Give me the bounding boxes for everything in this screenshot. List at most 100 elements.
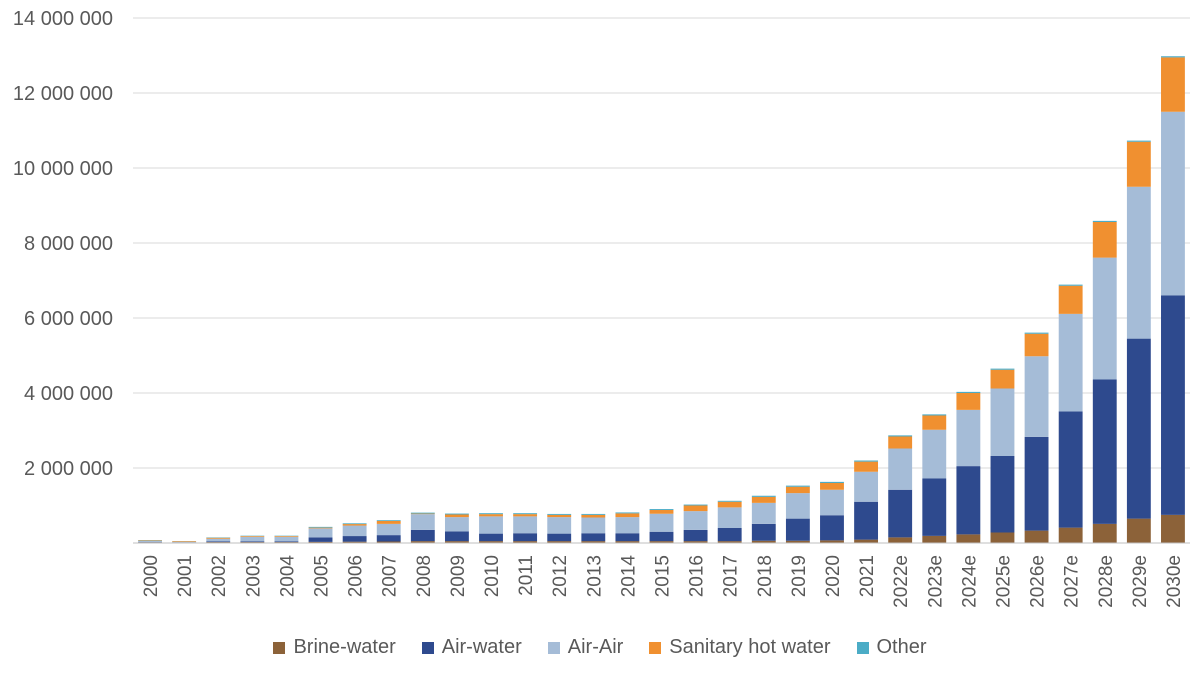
legend-item: Other [856, 636, 927, 659]
bar-segment [990, 388, 1015, 456]
x-tick-label: 2006 [346, 555, 367, 597]
bar-segment [751, 540, 776, 543]
bar-segment [956, 409, 981, 467]
bar-segment [410, 514, 435, 530]
y-tick-label: 12 000 000 [13, 83, 113, 105]
bar-segment [683, 504, 708, 506]
bar-segment [308, 541, 333, 543]
legend-swatch [649, 641, 662, 654]
bar-segment [820, 540, 844, 543]
bar-segment [342, 536, 367, 542]
legend-swatch [856, 641, 869, 654]
bar-segment [1161, 514, 1185, 543]
bar-segment [138, 540, 162, 543]
bar-segment [376, 541, 401, 543]
bar-segment [820, 483, 844, 490]
x-tick-label: 2012 [550, 555, 571, 597]
legend-label: Other [876, 636, 927, 658]
bar-segment [751, 496, 776, 503]
x-tick-label: 2028e [1096, 555, 1117, 608]
bar-segment [717, 528, 742, 542]
bar-segment [1161, 295, 1185, 515]
bar-segment [308, 528, 333, 538]
legend-label: Sanitary hot water [669, 636, 831, 658]
bar-segment [820, 489, 844, 516]
x-tick-label: 2019 [789, 555, 810, 597]
bar-segment [547, 513, 572, 515]
bar-segment [649, 541, 674, 543]
legend-item: Air-water [421, 636, 522, 659]
bar-segment [785, 540, 810, 543]
legend-label: Air-Air [567, 636, 624, 658]
bar-segment [615, 541, 640, 543]
bar-segment [479, 513, 503, 515]
bar-segment [308, 527, 333, 529]
x-tick-label: 2026e [1028, 555, 1049, 608]
bar-segment [1058, 284, 1083, 286]
x-tick-label: 2024e [959, 555, 980, 608]
y-axis-tick-labels: 2 000 000 4 000 000 6 000 000 8 000 000 10 0… [13, 8, 113, 480]
legend-item: Sanitary hot water [649, 636, 831, 659]
bar-segment [683, 511, 708, 530]
bar-segment [854, 460, 879, 462]
bar-segment [479, 514, 503, 517]
bar-segment [649, 510, 674, 514]
bar-segment [172, 541, 197, 542]
bar-segment [342, 525, 367, 537]
y-tick-label: 8 000 000 [24, 233, 113, 255]
bar-segment [649, 531, 674, 542]
y-tick-label: 6 000 000 [24, 308, 113, 330]
x-tick-label: 2022e [891, 555, 912, 608]
bar-segment [240, 536, 265, 542]
bar-segment [888, 448, 913, 490]
bars [138, 56, 1185, 543]
bar-segment [751, 523, 776, 541]
bar-segment [683, 505, 708, 512]
bar-segment [956, 534, 981, 543]
x-tick-label: 2027e [1062, 555, 1083, 608]
legend-swatch [421, 641, 434, 654]
y-tick-label: 2 000 000 [24, 458, 113, 480]
x-tick-label: 2000 [141, 555, 162, 597]
bar-segment [615, 513, 640, 518]
bar-segment [1126, 518, 1151, 543]
gridlines [133, 17, 1190, 469]
bar-segment [547, 517, 572, 534]
bar-segment [581, 541, 606, 543]
bar-segment [956, 466, 981, 535]
legend-swatch [273, 641, 286, 654]
bar-segment [513, 516, 538, 534]
y-tick-label: 4 000 000 [24, 383, 113, 405]
bar-segment [513, 541, 538, 543]
bar-segment [990, 456, 1015, 533]
bar-segment [888, 435, 913, 437]
bar-segment [376, 535, 401, 542]
x-tick-label: 2013 [584, 555, 605, 597]
bar-segment [1058, 527, 1083, 543]
bar-segment [274, 536, 299, 537]
bar-segment [615, 533, 640, 542]
bar-segment [888, 537, 913, 543]
y-tick-label: 14 000 000 [13, 8, 113, 30]
bar-segment [376, 523, 401, 536]
x-tick-label: 2023e [925, 555, 946, 608]
bar-segment [1161, 56, 1185, 58]
x-tick-label: 2010 [482, 555, 503, 597]
bar-segment [990, 532, 1015, 543]
bar-segment [581, 517, 606, 534]
bar-segment [956, 393, 981, 410]
bar-segment [479, 516, 503, 534]
bar-segment [240, 536, 265, 537]
bar-segment [1024, 530, 1049, 543]
bar-segment [410, 529, 435, 542]
bar-segment [1024, 356, 1049, 437]
bar-segment [922, 429, 947, 479]
x-tick-label: 2025e [993, 555, 1014, 608]
bar-segment [717, 500, 742, 502]
bar-segment [479, 541, 503, 543]
bar-segment [922, 478, 947, 536]
x-tick-label: 2008 [414, 555, 435, 597]
bar-segment [1058, 411, 1083, 528]
bar-segment [513, 514, 538, 517]
legend-label: Air-water [441, 636, 522, 658]
